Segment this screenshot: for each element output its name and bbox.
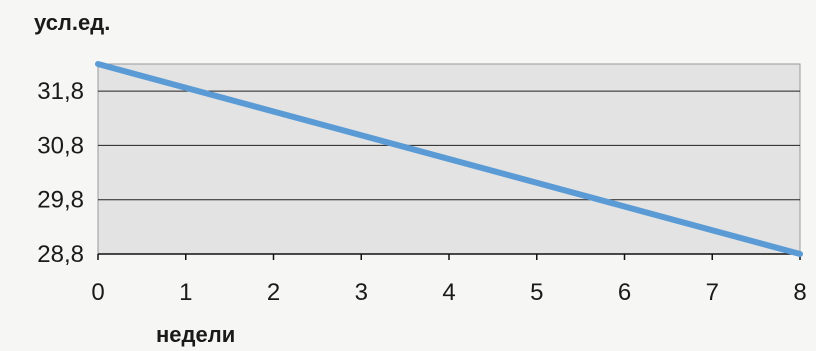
y-axis-title: усл.ед. (34, 10, 110, 35)
y-tick-label: 29,8 (37, 187, 84, 214)
x-tick-label: 8 (793, 279, 806, 306)
x-tick-label: 3 (355, 279, 368, 306)
y-tick-label: 31,8 (37, 78, 84, 105)
x-tick-label: 1 (179, 279, 192, 306)
x-tick-label: 6 (618, 279, 631, 306)
x-tick-label: 5 (530, 279, 543, 306)
x-axis-title: недели (156, 322, 235, 347)
y-tick-label: 30,8 (37, 132, 84, 159)
x-tick-label: 7 (706, 279, 719, 306)
y-tick-label: 28,8 (37, 241, 84, 268)
x-tick-label: 4 (442, 279, 455, 306)
series-line (95, 61, 803, 257)
x-tick-label: 2 (267, 279, 280, 306)
x-tick-label: 0 (91, 279, 104, 306)
